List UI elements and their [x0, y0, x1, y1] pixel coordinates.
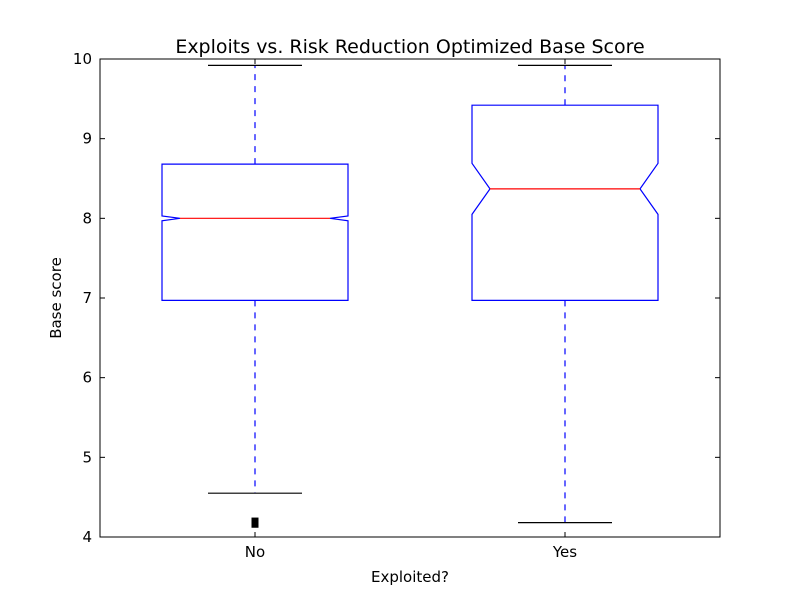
axes-frame — [99, 58, 721, 538]
outlier-point — [251, 517, 259, 525]
y-tick-label: 7 — [82, 289, 92, 307]
box-body — [471, 104, 659, 301]
axis-ticks: No Yes 4 5 6 7 8 9 10 — [73, 50, 720, 561]
box-group-yes — [471, 64, 659, 524]
x-axis-label: Exploited? — [371, 568, 449, 586]
y-tick-label: 4 — [82, 528, 92, 546]
y-tick-label: 10 — [73, 50, 92, 68]
y-tick-label: 8 — [82, 209, 92, 227]
y-axis-label: Base score — [47, 257, 65, 339]
plot-area — [161, 64, 659, 528]
y-tick-label: 6 — [82, 369, 92, 387]
y-tick-label: 9 — [82, 130, 92, 148]
x-tick-label: No — [245, 543, 265, 561]
chart-title: Exploits vs. Risk Reduction Optimized Ba… — [175, 36, 644, 58]
box-group-no — [161, 64, 349, 528]
y-tick-label: 5 — [82, 448, 92, 466]
box-body — [161, 163, 349, 301]
x-tick-label: Yes — [552, 543, 577, 561]
